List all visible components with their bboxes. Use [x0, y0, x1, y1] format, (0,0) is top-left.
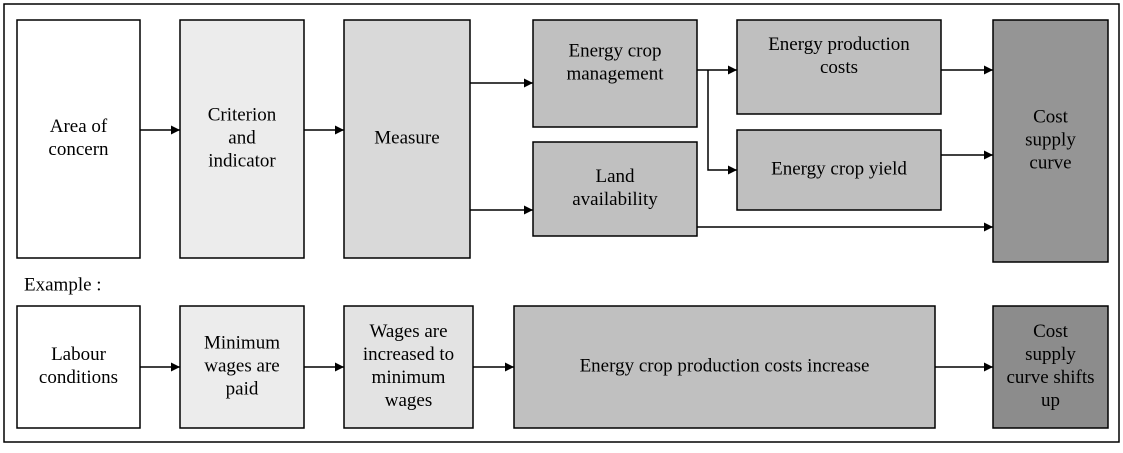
box-label: conditions	[39, 367, 118, 388]
box-label: Energy crop yield	[771, 158, 907, 179]
frame	[3, 3, 1120, 443]
box-label: Cost	[1033, 321, 1069, 342]
box	[736, 19, 942, 115]
box-label: management	[566, 63, 664, 84]
box-label: up	[1041, 390, 1060, 411]
box-label: Cost	[1033, 106, 1069, 127]
box-label: costs	[820, 57, 858, 78]
box-label: Labour	[51, 344, 107, 365]
box-label: wages are	[204, 355, 279, 376]
box-label: supply	[1025, 344, 1076, 365]
box-label: wages	[385, 390, 432, 411]
box-label: Area of	[50, 116, 108, 137]
box	[992, 19, 1109, 263]
box-label: Measure	[374, 127, 439, 148]
box	[179, 19, 305, 259]
box-label: availability	[572, 189, 658, 210]
box-label: supply	[1025, 129, 1076, 150]
box-label: Energy crop	[568, 40, 661, 61]
box-label: indicator	[208, 150, 276, 171]
box-label: Energy crop production costs increase	[580, 355, 870, 376]
box	[532, 19, 698, 128]
box	[16, 305, 141, 429]
box-label: Criterion	[208, 104, 277, 125]
box-label: increased to	[363, 344, 454, 365]
box	[343, 305, 474, 429]
box	[513, 305, 936, 429]
box-label: curve shifts	[1006, 367, 1094, 388]
box-label: minimum	[372, 367, 446, 388]
box-label: curve	[1029, 152, 1071, 173]
example-label: Example :	[24, 274, 102, 295]
box	[532, 141, 698, 237]
box	[179, 305, 305, 429]
box-label: paid	[226, 378, 259, 399]
box-label: and	[228, 127, 256, 148]
box-label: concern	[48, 139, 109, 160]
box-label: Energy production	[768, 34, 910, 55]
box-label: Land	[595, 166, 635, 187]
arrow	[707, 70, 737, 175]
box-label: Wages are	[369, 321, 447, 342]
box	[992, 305, 1109, 429]
box	[343, 19, 471, 259]
box	[16, 19, 141, 259]
edges	[140, 65, 993, 372]
box-label: Minimum	[204, 332, 280, 353]
box	[736, 129, 942, 211]
